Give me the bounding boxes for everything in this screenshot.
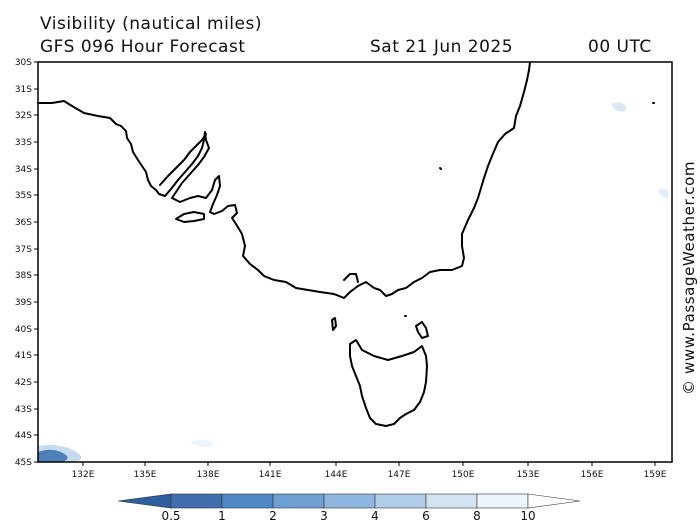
lon-tick-label: 132E [72,470,95,480]
low-visibility-patch [38,449,68,462]
lat-tick-label: 37S [15,245,32,255]
colorbar-label: 4 [371,509,379,523]
colorbar-segment [221,493,274,509]
site-credit: © www.PassageWeather.com [680,160,698,395]
longitude-axis: 132E 135E 138E 141E 144E 147E 150E 153E … [72,462,667,480]
lat-tick-label: 44S [15,431,32,441]
lat-tick-label: 38S [15,271,32,281]
spencer-gulf-inner [159,133,207,186]
colorbar-label: 8 [473,509,481,523]
colorbar-segment [425,493,478,509]
forecast-time: 00 UTC [588,37,652,57]
map-title: Visibility (nautical miles) [40,14,262,34]
mainland-coast [37,61,531,299]
map-frame [37,61,673,463]
lon-tick-label: 141E [259,470,282,480]
lat-tick-label: 34S [15,165,32,175]
colorbar-segment [476,493,529,509]
lon-tick-label: 138E [197,470,220,480]
lat-tick-label: 43S [15,405,32,415]
colorbar-label: 1 [218,509,226,523]
flinders-island [415,321,429,339]
lat-tick-label: 31S [15,85,32,95]
lon-tick-label: 156E [581,470,604,480]
lat-tick-label: 30S [15,58,32,68]
colorbar-label: 6 [422,509,430,523]
kangaroo-island [175,211,205,223]
colorbar [117,493,581,509]
lat-tick-label: 36S [15,218,32,228]
colorbar-label: 2 [269,509,277,523]
colorbar-high-arrow [527,493,581,509]
colorbar-segment [170,493,223,509]
lat-tick-label: 32S [15,111,32,121]
lon-tick-label: 135E [134,470,157,480]
lon-tick-label: 159E [644,470,667,480]
colorbar-label: 10 [520,509,536,523]
visibility-shading [38,102,670,462]
low-visibility-fringe [38,445,82,462]
tasmania [349,339,428,427]
lat-tick-label: 40S [15,325,32,335]
lat-tick-label: 33S [15,138,32,148]
lord-howe-dot [439,167,442,170]
lat-tick-label: 35S [15,191,32,201]
colorbar-label: 0.5 [161,509,181,523]
port-phillip [343,273,359,283]
colorbar-label: 3 [320,509,328,523]
lon-tick-label: 153E [517,470,540,480]
latitude-axis: 30S 31S 32S 33S 34S 35S 36S 37S 38S 39S … [15,58,38,468]
haze-patch [190,439,214,447]
colorbar-segment [323,493,376,509]
lon-tick-label: 144E [325,470,348,480]
haze-patch [658,188,670,198]
lat-tick-label: 39S [15,298,32,308]
colorbar-segment [272,493,325,509]
coastline [37,61,655,427]
lat-tick-label: 42S [15,378,32,388]
king-island [331,317,337,331]
colorbar-low-arrow [117,493,172,509]
lon-tick-label: 150E [452,470,475,480]
colorbar-segment [374,493,427,509]
lat-tick-label: 41S [15,351,32,361]
lat-tick-label: 45S [15,458,32,468]
haze-patch [612,102,627,112]
forecast-date: Sat 21 Jun 2025 [370,37,514,57]
forecast-subtitle: GFS 096 Hour Forecast [40,37,246,57]
lon-tick-label: 147E [388,470,411,480]
